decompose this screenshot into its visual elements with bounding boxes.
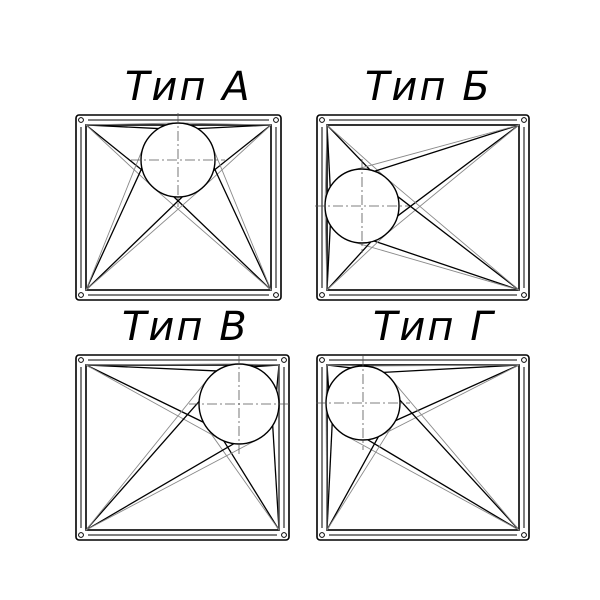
projection-line [362,364,520,367]
outer-frame [316,114,530,301]
fold-line [399,399,520,531]
fold-line [213,167,272,291]
corner-bolt [281,357,287,363]
corner-bolt [319,357,325,363]
corner-bolt [273,292,279,298]
panel-type-a [75,113,282,301]
projection-line [351,241,520,291]
fold-line [85,401,200,531]
fold-line [326,225,331,291]
fold-line [326,124,331,188]
fold-line [374,124,520,172]
projection-line [211,145,272,291]
projection-line [326,232,388,291]
projection-line [85,146,145,291]
projection-line [205,426,280,531]
corner-bolt [78,292,84,298]
fold-line [213,124,272,172]
inner-frame [326,364,520,531]
projection-line [345,435,520,531]
panel-type-b [315,114,530,301]
panel-label-type-g: Тип Г [373,304,495,350]
projection-line [178,122,272,126]
corner-bolt [521,532,527,538]
fold-line [397,196,520,291]
outer-frame [75,114,282,301]
projection-line [326,422,395,531]
projection-line [390,378,520,531]
projection-line [85,363,239,366]
corner-bolt [319,117,325,123]
panel-label-type-b: Тип Б [365,64,492,110]
projection-line [325,403,328,531]
fold-line [367,439,520,531]
fold-line [85,167,143,291]
corner-bolt [521,117,527,123]
fold-line [173,196,272,291]
projection-line [202,124,272,188]
fold-line [326,436,380,531]
projection-line [352,124,520,171]
corner-bolt [78,357,84,363]
corner-bolt [78,117,84,123]
fold-line [197,124,272,130]
fold-line [397,124,520,217]
projection-line [85,438,258,531]
fold-line [326,241,372,291]
panel-type-v [75,354,290,541]
outer-frame [316,354,530,541]
fold-line [85,124,143,172]
projection-line [326,124,387,179]
projection-line [324,206,328,291]
corner-bolt [273,117,279,123]
fold-line [272,425,280,531]
outer-frame [75,354,290,541]
corner-bolt [78,532,84,538]
fold-line [85,196,183,291]
fold-line [326,124,371,171]
fold-line [395,364,520,422]
corner-bolt [319,532,325,538]
projection-line [385,124,520,235]
projection-line [85,124,154,188]
fold-line [223,440,280,531]
projection-line [379,364,520,437]
fold-line [85,364,217,372]
corner-bolt [319,292,325,298]
corner-bolt [521,357,527,363]
panel-label-type-v: Тип В [122,304,249,350]
projection-line [324,124,328,206]
projection-line [85,122,178,126]
fold-line [373,240,520,291]
fold-line [85,443,235,531]
projection-line [385,177,520,291]
panel-label-type-a: Тип А [125,64,252,110]
fold-line [326,423,333,531]
projection-line [153,187,272,291]
fold-line [85,364,204,423]
fold-line [85,124,159,130]
projection-line [85,364,220,440]
projection-line [85,378,209,531]
corner-bolt [281,532,287,538]
corner-bolt [521,292,527,298]
projection-line [85,187,203,291]
fold-line [383,364,520,374]
panel-type-g [316,354,530,541]
